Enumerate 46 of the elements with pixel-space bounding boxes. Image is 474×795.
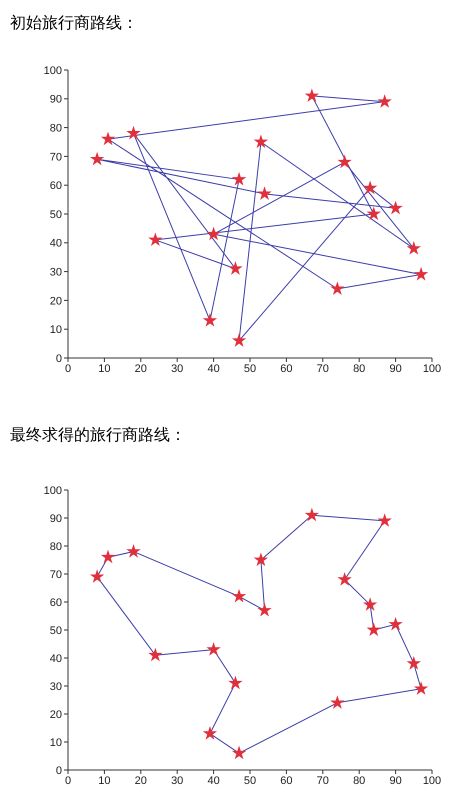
x-tick-label: 60 [280, 774, 293, 787]
x-tick-label: 60 [280, 362, 293, 375]
x-tick-label: 80 [353, 774, 366, 787]
x-tick-label: 30 [171, 362, 184, 375]
y-tick-label: 80 [50, 540, 62, 553]
x-tick-label: 90 [389, 774, 402, 787]
x-tick-label: 90 [389, 362, 402, 375]
y-tick-label: 90 [50, 512, 62, 525]
x-tick-label: 0 [64, 774, 72, 787]
x-tick-label: 70 [316, 774, 329, 787]
x-tick-label: 20 [134, 774, 147, 787]
y-tick-label: 10 [50, 324, 62, 336]
y-tick-label: 30 [50, 680, 62, 693]
y-tick-label: 20 [50, 295, 62, 308]
y-tick-label: 90 [50, 94, 62, 106]
y-tick-label: 10 [50, 736, 62, 749]
x-tick-label: 100 [422, 774, 442, 787]
x-tick-label: 10 [98, 362, 111, 375]
x-tick-label: 20 [134, 362, 147, 375]
y-tick-label: 0 [56, 764, 62, 777]
y-tick-label: 80 [50, 122, 62, 135]
x-tick-label: 0 [64, 362, 72, 375]
y-tick-label: 50 [50, 208, 62, 221]
x-tick-label: 10 [98, 774, 111, 787]
y-tick-label: 40 [50, 238, 62, 250]
x-tick-label: 40 [207, 362, 220, 375]
y-tick-label: 70 [50, 151, 62, 164]
y-tick-label: 30 [50, 266, 62, 279]
y-tick-label: 20 [50, 708, 62, 721]
y-tick-label: 100 [44, 64, 62, 77]
y-tick-label: 60 [50, 180, 62, 192]
x-tick-label: 30 [171, 774, 184, 787]
x-tick-label: 100 [422, 362, 442, 375]
x-tick-label: 80 [353, 362, 366, 375]
y-tick-label: 0 [56, 352, 62, 365]
x-tick-label: 70 [316, 362, 329, 375]
x-tick-label: 40 [207, 774, 220, 787]
x-tick-label: 50 [244, 774, 256, 787]
chart-title: 最终求得的旅行商路线： [9, 424, 187, 446]
y-tick-label: 60 [50, 596, 62, 609]
y-tick-label: 100 [44, 484, 62, 497]
y-tick-label: 70 [50, 568, 62, 581]
chart-title: 初始旅行商路线： [9, 12, 139, 34]
y-tick-label: 50 [50, 624, 62, 637]
x-tick-label: 50 [244, 362, 256, 375]
y-tick-label: 40 [50, 652, 62, 665]
